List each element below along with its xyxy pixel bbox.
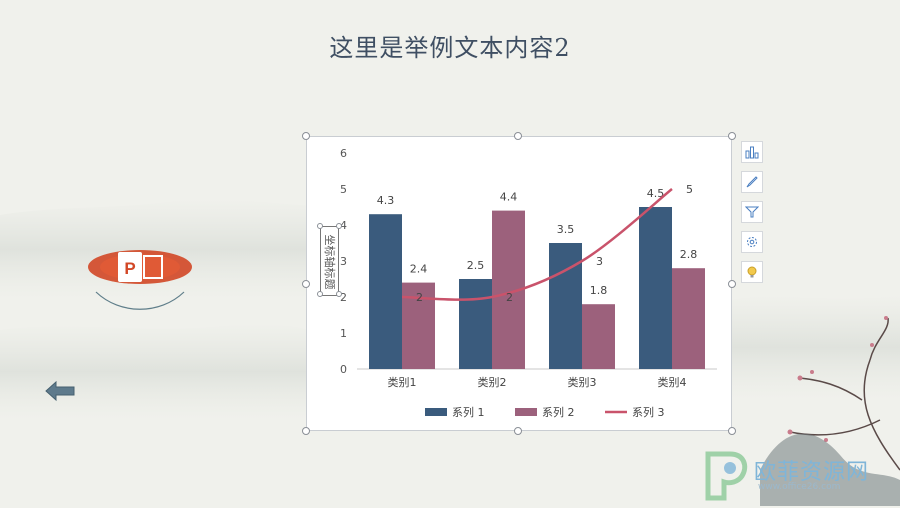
legend-label-3[interactable]: 系列 3 (632, 405, 665, 419)
axis-title-box[interactable]: 坐标轴标题 (320, 226, 339, 296)
axis-title-handle-top[interactable] (317, 223, 323, 229)
data-label-s3-c3[interactable]: 3 (596, 255, 603, 268)
watermark-url: www.office26.com (758, 482, 841, 492)
chart-styles-icon[interactable] (741, 171, 763, 193)
chart-side-toolbar (741, 141, 765, 291)
bar-s2-c3[interactable] (582, 304, 615, 369)
idea-icon[interactable] (741, 261, 763, 283)
bar-s1-c1[interactable] (369, 214, 402, 369)
data-label-s2-c4[interactable]: 2.8 (680, 248, 698, 261)
data-label-s1-c4[interactable]: 4.5 (647, 187, 665, 200)
bar-s1-c2[interactable] (459, 279, 492, 369)
svg-text:P: P (124, 259, 135, 278)
watermark-text: 欧菲资源网 (754, 460, 870, 485)
resize-handle-top-right[interactable] (728, 132, 736, 140)
x-tick-label-3[interactable]: 类别3 (568, 375, 597, 389)
resize-handle-right[interactable] (728, 280, 736, 288)
y-tick-label-4[interactable]: 4 (340, 219, 347, 232)
y-tick-label-0[interactable]: 0 (340, 363, 347, 376)
slide-title[interactable]: 这里是举例文本内容2 (329, 34, 571, 62)
settings-icon[interactable] (741, 231, 763, 253)
resize-handle-left[interactable] (302, 280, 310, 288)
y-tick-label-3[interactable]: 3 (340, 255, 347, 268)
resize-handle-top[interactable] (514, 132, 522, 140)
back-arrow-icon[interactable] (44, 380, 76, 402)
legend-swatch-1[interactable] (425, 408, 447, 416)
y-tick-label-1[interactable]: 1 (340, 327, 347, 340)
resize-handle-bottom[interactable] (514, 427, 522, 435)
chart-area[interactable]: 0 1 2 3 4 5 6 4.3 2.4 类别1 2.5 4.4 类别2 3.5 1.8 类别3 4.5 2.8… (306, 136, 732, 431)
powerpoint-logo: P (88, 250, 192, 310)
line-series-3[interactable] (401, 188, 673, 301)
legend-label-1[interactable]: 系列 1 (452, 405, 485, 419)
resize-handle-bottom-right[interactable] (728, 427, 736, 435)
resize-handle-top-left[interactable] (302, 132, 310, 140)
chart-plot[interactable]: 0 1 2 3 4 5 6 4.3 2.4 类别1 2.5 4.4 类别2 3.5 1.8 类别3 4.5 2.8… (307, 137, 731, 430)
chart-filters-icon[interactable] (741, 201, 763, 223)
chart-elements-icon[interactable] (741, 141, 763, 163)
legend-swatch-2[interactable] (515, 408, 537, 416)
y-tick-label-6[interactable]: 6 (340, 147, 347, 160)
data-label-s1-c3[interactable]: 3.5 (557, 223, 575, 236)
data-label-s3-c1[interactable]: 2 (416, 291, 423, 304)
axis-title-handle-bottom-right[interactable] (336, 291, 342, 297)
data-label-s3-c4[interactable]: 5 (686, 183, 693, 196)
data-label-s3-c2[interactable]: 2 (506, 291, 513, 304)
legend-label-2[interactable]: 系列 2 (542, 405, 575, 419)
data-label-s2-c3[interactable]: 1.8 (590, 284, 608, 297)
watermark-logo-icon (705, 451, 748, 501)
bar-s1-c4[interactable] (639, 207, 672, 369)
y-axis-title[interactable]: 坐标轴标题 (323, 234, 336, 290)
axis-title-handle-top-right[interactable] (336, 223, 342, 229)
data-label-s1-c2[interactable]: 2.5 (467, 259, 485, 272)
x-tick-label-4[interactable]: 类别4 (658, 375, 687, 389)
x-tick-label-1[interactable]: 类别1 (388, 375, 417, 389)
x-tick-label-2[interactable]: 类别2 (478, 375, 507, 389)
y-tick-label-5[interactable]: 5 (340, 183, 347, 196)
data-label-s2-c2[interactable]: 4.4 (500, 191, 518, 204)
bar-s1-c3[interactable] (549, 243, 582, 369)
axis-title-handle-bottom[interactable] (317, 291, 323, 297)
bar-s2-c4[interactable] (672, 268, 705, 369)
watermark: 欧菲资源网 www.office26.com (700, 448, 900, 506)
resize-handle-bottom-left[interactable] (302, 427, 310, 435)
data-label-s2-c1[interactable]: 2.4 (410, 263, 428, 276)
data-label-s1-c1[interactable]: 4.3 (377, 194, 395, 207)
y-tick-label-2[interactable]: 2 (340, 291, 347, 304)
